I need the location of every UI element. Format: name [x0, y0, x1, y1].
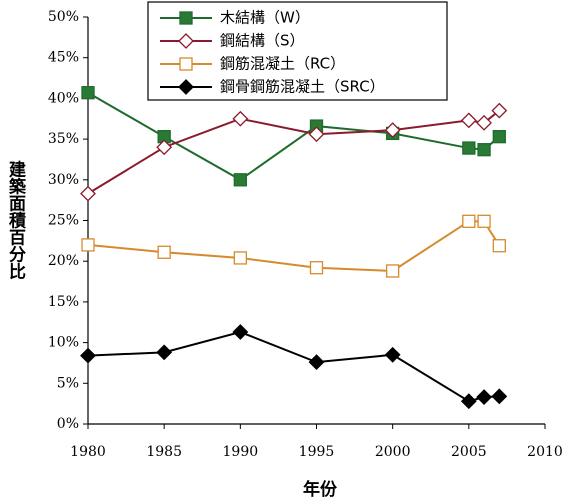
y-axis-title: 建築面積百分比 [5, 159, 27, 280]
data-point [476, 389, 492, 406]
data-point [386, 264, 400, 278]
x-axis-title: 年份 [303, 479, 338, 500]
y-tick-label: 25% [48, 213, 79, 229]
legend-marker [178, 33, 194, 49]
x-tick-label: 1980 [70, 444, 106, 460]
y-tick-label: 10% [48, 335, 79, 351]
data-point [384, 346, 401, 363]
x-tick-label: 1985 [146, 444, 182, 460]
data-point [81, 86, 95, 100]
data-point [476, 114, 492, 131]
y-tick-label: 0% [57, 416, 79, 432]
data-point [232, 324, 249, 340]
legend-label: 鋼骨鋼筋混凝土（SRC） [220, 78, 385, 96]
legend-marker [178, 79, 194, 95]
data-point [308, 354, 325, 371]
data-point [233, 173, 247, 187]
y-tick-label: 30% [48, 172, 79, 188]
data-point [491, 102, 508, 119]
data-point [157, 245, 171, 259]
legend-label: 鋼結構（S） [220, 32, 305, 50]
data-point [156, 344, 173, 361]
data-point [81, 238, 95, 252]
data-point [460, 393, 477, 410]
x-tick-label: 1990 [223, 444, 259, 460]
y-tick-label: 45% [48, 50, 79, 66]
series-line [87, 91, 500, 181]
data-point [384, 122, 401, 139]
y-tick-label: 20% [48, 253, 79, 269]
legend-marker [179, 11, 193, 25]
legend-marker [179, 57, 193, 71]
data-point [492, 130, 506, 144]
data-point [492, 239, 506, 253]
y-tick-label: 15% [48, 294, 79, 310]
y-tick-label: 40% [48, 90, 79, 106]
data-point [233, 251, 247, 265]
data-point [462, 141, 476, 155]
legend-label: 木結構（W） [220, 9, 310, 27]
y-tick-label: 35% [48, 131, 79, 147]
x-tick-label: 2005 [451, 444, 487, 460]
series-line [87, 330, 500, 403]
data-point [477, 214, 491, 228]
data-point [80, 185, 96, 202]
series-line [87, 220, 501, 272]
data-point [460, 112, 477, 129]
data-point [308, 126, 325, 143]
y-tick-label: 50% [48, 9, 79, 25]
y-tick-label: 5% [57, 375, 79, 391]
legend-label: 鋼筋混凝土（RC） [220, 55, 345, 73]
data-point [491, 388, 508, 405]
data-point [156, 139, 173, 156]
x-tick-label: 2010 [527, 444, 563, 460]
x-tick-label: 1995 [299, 444, 335, 460]
series-line [87, 109, 500, 195]
data-point [232, 110, 249, 127]
data-point [309, 261, 324, 275]
data-point [80, 347, 96, 364]
x-tick-label: 2000 [375, 444, 411, 460]
data-point [462, 214, 476, 228]
data-point [477, 143, 491, 157]
